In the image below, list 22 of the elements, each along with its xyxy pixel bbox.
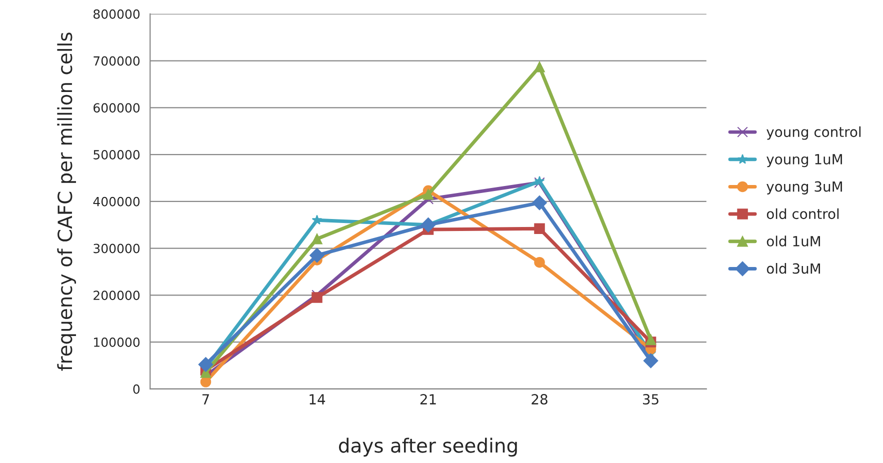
legend-label: young control — [766, 126, 861, 140]
x-tick-label: 35 — [642, 394, 658, 405]
x-axis-title: days after seeding — [338, 438, 517, 457]
y-tick-label: 400000 — [93, 196, 140, 206]
legend-label: old 1uM — [766, 236, 820, 246]
y-tick-label: 600000 — [94, 103, 140, 113]
x-tick-label: 14 — [310, 394, 326, 404]
y-tick-label: 200000 — [94, 290, 140, 300]
x-tick-label: 28 — [532, 394, 548, 405]
x-tick-label: 7 — [202, 394, 209, 404]
y-tick-label: 500000 — [94, 150, 140, 160]
legend-label: old control — [766, 208, 839, 220]
legend-label: young 3uM — [766, 181, 842, 194]
x-tick-label: 21 — [420, 394, 436, 404]
y-tick-label: 800000 — [94, 9, 140, 19]
y-tick-label: 300000 — [94, 244, 140, 254]
y-tick-label: 100000 — [94, 338, 140, 347]
y-axis-title: frequency of CAFC per million cells — [57, 32, 76, 371]
y-tick-label: 700000 — [94, 56, 140, 66]
y-tick-label: 0 — [133, 384, 140, 394]
legend-label: old 3uM — [766, 263, 820, 274]
legend-label: young 1uM — [766, 154, 842, 168]
